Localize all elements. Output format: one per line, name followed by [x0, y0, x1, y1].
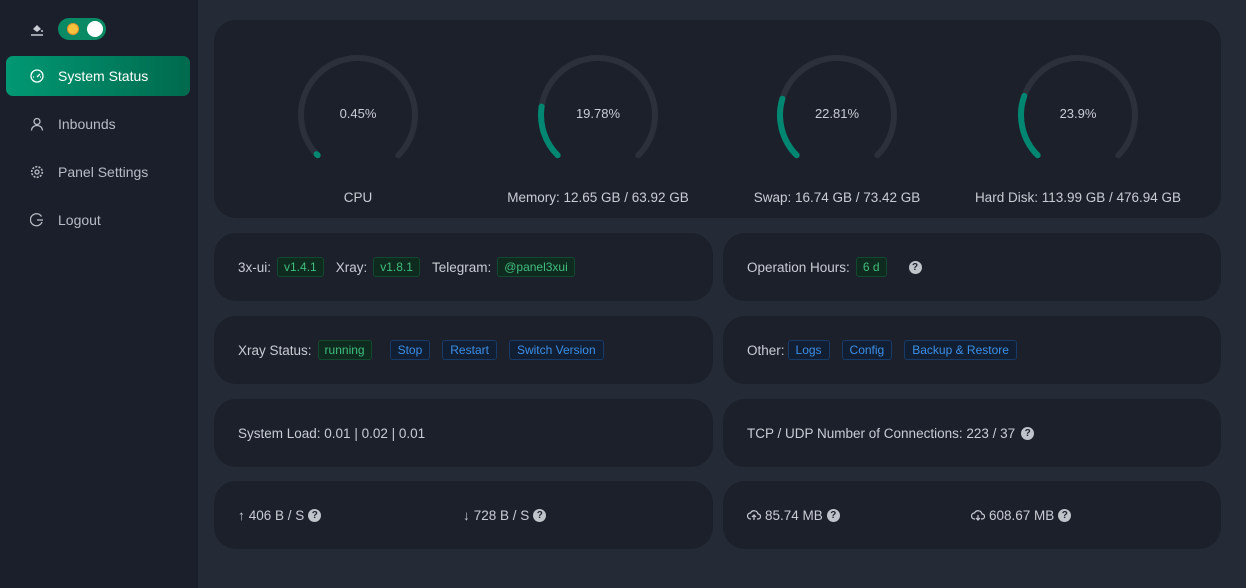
- help-icon[interactable]: ?: [308, 508, 322, 522]
- telegram-label: Telegram:: [431, 259, 492, 275]
- uptime-label: Operation Hours:: [747, 259, 850, 275]
- other-card: Other: Logs Config Backup & Restore: [723, 316, 1221, 384]
- theme-switcher: [30, 18, 106, 40]
- help-icon[interactable]: ?: [1021, 426, 1035, 440]
- system-load: System Load: 0.01 | 0.02 | 0.01: [238, 425, 426, 441]
- gauge-dial: [1018, 55, 1138, 159]
- cloud-download-icon: [971, 510, 985, 521]
- switch-version-button[interactable]: Switch Version: [508, 340, 604, 360]
- cloud-upload-icon: [747, 510, 761, 520]
- sidebar-item-system-status[interactable]: System Status: [6, 56, 190, 96]
- help-icon[interactable]: ?: [908, 260, 922, 274]
- help-icon[interactable]: ?: [1058, 508, 1072, 522]
- gauge-cpu: 0.45% CPU: [238, 50, 478, 205]
- gauge-fill: [1018, 92, 1041, 159]
- version-card: 3x-ui: v1.4.1 Xray: v1.8.1 Telegram: @panel…: [214, 233, 713, 301]
- arrow-up-icon: ↑: [238, 507, 245, 523]
- gauge-dial: [538, 55, 658, 159]
- dashboard-icon: [30, 69, 44, 83]
- gauge-dial: [777, 55, 897, 159]
- resource-gauges-card: 0.45% CPU 19.78% Memory: 12.65 GB / 63.9…: [214, 20, 1221, 218]
- ui-version-tag: v1.4.1: [277, 257, 324, 277]
- gauge-fill: [538, 103, 561, 159]
- gauge-memory: 19.78% Memory: 12.65 GB / 63.92 GB: [478, 50, 718, 205]
- gauge-swap: 22.81% Swap: 16.74 GB / 73.42 GB: [717, 50, 957, 205]
- config-button[interactable]: Config: [841, 340, 893, 360]
- gauge-hard-disk: 23.9% Hard Disk: 113.99 GB / 476.94 GB: [958, 50, 1198, 205]
- gauge-label: CPU: [343, 190, 373, 205]
- gauge-value: 19.78%: [575, 106, 621, 121]
- sidebar-item-label: Logout: [58, 212, 101, 228]
- gauge-dial: [298, 55, 418, 159]
- connections-count: TCP / UDP Number of Connections: 223 / 3…: [747, 425, 1016, 441]
- sidebar-item-label: Panel Settings: [58, 164, 149, 180]
- theme-toggle[interactable]: [58, 18, 106, 40]
- xray-status-badge: running: [317, 340, 372, 360]
- help-icon[interactable]: ?: [826, 508, 840, 522]
- gauge-track: [298, 55, 418, 159]
- sidebar-item-label: Inbounds: [58, 116, 116, 132]
- gauge-value: 0.45%: [339, 106, 377, 121]
- help-icon[interactable]: ?: [533, 508, 547, 522]
- gear-icon: [30, 165, 44, 179]
- telegram-link[interactable]: @panel3xui: [497, 257, 575, 277]
- speed-card: ↑ 406 B / S? ↓ 728 B / S?: [214, 481, 713, 549]
- sidebar-item-inbounds[interactable]: Inbounds: [6, 104, 190, 144]
- xray-version-label: Xray:: [335, 259, 368, 275]
- sidebar-item-logout[interactable]: Logout: [6, 200, 190, 240]
- uptime-card: Operation Hours: 6 d?: [723, 233, 1221, 301]
- download-speed: 728 B / S: [473, 507, 530, 523]
- gauge-label: Memory: 12.65 GB / 63.92 GB: [507, 190, 689, 205]
- connections-card: TCP / UDP Number of Connections: 223 / 3…: [723, 399, 1221, 467]
- gauge-label: Hard Disk: 113.99 GB / 476.94 GB: [974, 190, 1182, 205]
- total-received: 608.67 MB: [989, 507, 1055, 523]
- sidebar: System Status Inbounds Panel Settings Lo…: [0, 0, 198, 588]
- logout-icon: [30, 213, 43, 227]
- other-label: Other:: [747, 342, 785, 358]
- sidebar-item-label: System Status: [58, 68, 149, 84]
- gauge-value: 22.81%: [814, 106, 860, 121]
- gauge-value: 23.9%: [1059, 106, 1097, 121]
- total-sent: 85.74 MB: [765, 507, 823, 523]
- sidebar-item-panel-settings[interactable]: Panel Settings: [6, 152, 190, 192]
- gauge-label: Swap: 16.74 GB / 73.42 GB: [753, 190, 921, 205]
- gauge-fill: [313, 151, 321, 159]
- paint-bucket-icon: [31, 25, 43, 36]
- backup-restore-button[interactable]: Backup & Restore: [904, 340, 1017, 360]
- gauge-fill: [777, 95, 800, 159]
- arrow-down-icon: ↓: [463, 507, 470, 523]
- stop-button[interactable]: Stop: [389, 340, 431, 360]
- uptime-value: 6 d: [855, 257, 887, 277]
- system-load-card: System Load: 0.01 | 0.02 | 0.01: [214, 399, 713, 467]
- ui-version-label: 3x-ui:: [238, 259, 272, 275]
- sun-icon: [68, 24, 78, 34]
- toggle-knob: [87, 21, 103, 37]
- logs-button[interactable]: Logs: [787, 340, 830, 360]
- user-icon: [30, 117, 44, 131]
- xray-version-tag: v1.8.1: [373, 257, 420, 277]
- restart-button[interactable]: Restart: [442, 340, 497, 360]
- xray-status-card: Xray Status: running Stop Restart Switch Ve…: [214, 316, 713, 384]
- xray-status-label: Xray Status:: [238, 342, 312, 358]
- traffic-card: 85.74 MB? 608.67 MB?: [723, 481, 1221, 549]
- upload-speed: 406 B / S: [248, 507, 305, 523]
